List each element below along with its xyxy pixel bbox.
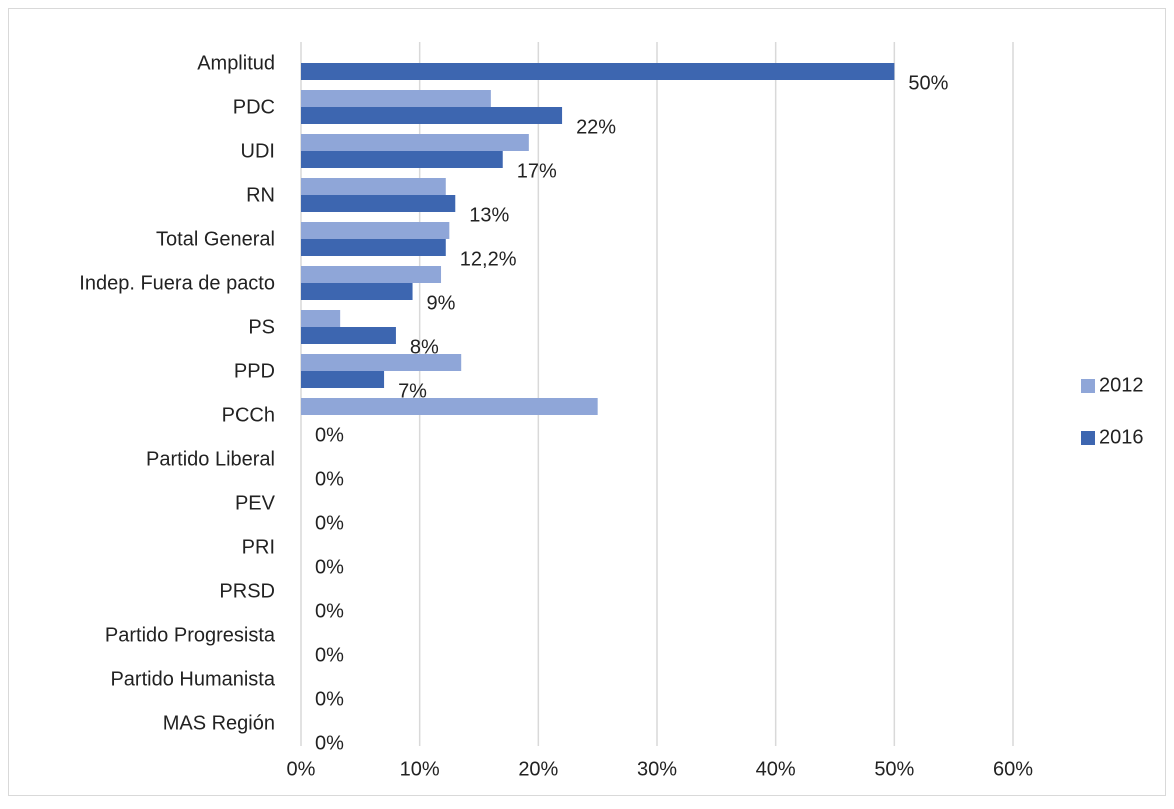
y-tick-label: Partido Humanista (110, 668, 275, 690)
bar (301, 178, 446, 195)
value-label: 8% (410, 336, 439, 358)
bar (301, 107, 563, 124)
value-label: 0% (315, 644, 344, 666)
value-label: 0% (315, 468, 344, 490)
legend-swatch (1081, 431, 1095, 445)
y-tick-label: Amplitud (197, 52, 275, 74)
value-label: 9% (427, 292, 456, 314)
y-tick-label: PEV (235, 492, 276, 514)
value-label: 0% (315, 424, 344, 446)
y-tick-label: UDI (241, 140, 275, 162)
y-tick-label: RN (246, 184, 275, 206)
value-label: 17% (517, 160, 557, 182)
x-tick-label: 50% (874, 758, 914, 780)
bar (301, 239, 446, 256)
y-tick-label: PRSD (219, 580, 275, 602)
legend-swatch (1081, 379, 1095, 393)
bar (301, 222, 450, 239)
y-tick-label: PRI (242, 536, 275, 558)
y-tick-label: PPD (234, 360, 275, 382)
value-label: 50% (908, 72, 948, 94)
y-tick-label: PCCh (222, 404, 275, 426)
bar (301, 283, 413, 300)
legend-label: 2012 (1099, 374, 1144, 396)
x-tick-label: 40% (756, 758, 796, 780)
bar (301, 371, 385, 388)
legend-label: 2016 (1099, 426, 1144, 448)
x-tick-label: 30% (637, 758, 677, 780)
y-tick-label: Indep. Fuera de pacto (79, 272, 275, 294)
y-tick-label: MAS Región (163, 712, 275, 734)
value-label: 0% (315, 732, 344, 754)
y-tick-label: PDC (233, 96, 275, 118)
value-label: 0% (315, 556, 344, 578)
value-label: 22% (576, 116, 616, 138)
bar (301, 310, 341, 327)
x-tick-label: 0% (287, 758, 316, 780)
bar (301, 266, 442, 283)
value-label: 13% (469, 204, 509, 226)
y-tick-label: Partido Liberal (146, 448, 275, 470)
bar (301, 327, 396, 344)
value-label: 0% (315, 512, 344, 534)
bar (301, 151, 503, 168)
value-label: 12,2% (460, 248, 517, 270)
bar (301, 63, 895, 80)
bar (301, 90, 491, 107)
y-tick-label: Total General (156, 228, 275, 250)
value-label: 7% (398, 380, 427, 402)
value-label: 0% (315, 688, 344, 710)
y-tick-label: Partido Progresista (105, 624, 276, 646)
bar (301, 195, 456, 212)
bar (301, 354, 462, 371)
value-label: 0% (315, 600, 344, 622)
x-tick-label: 10% (400, 758, 440, 780)
bar (301, 134, 529, 151)
y-tick-label: PS (248, 316, 275, 338)
x-tick-label: 20% (518, 758, 558, 780)
bar (301, 398, 598, 415)
x-tick-label: 60% (993, 758, 1033, 780)
